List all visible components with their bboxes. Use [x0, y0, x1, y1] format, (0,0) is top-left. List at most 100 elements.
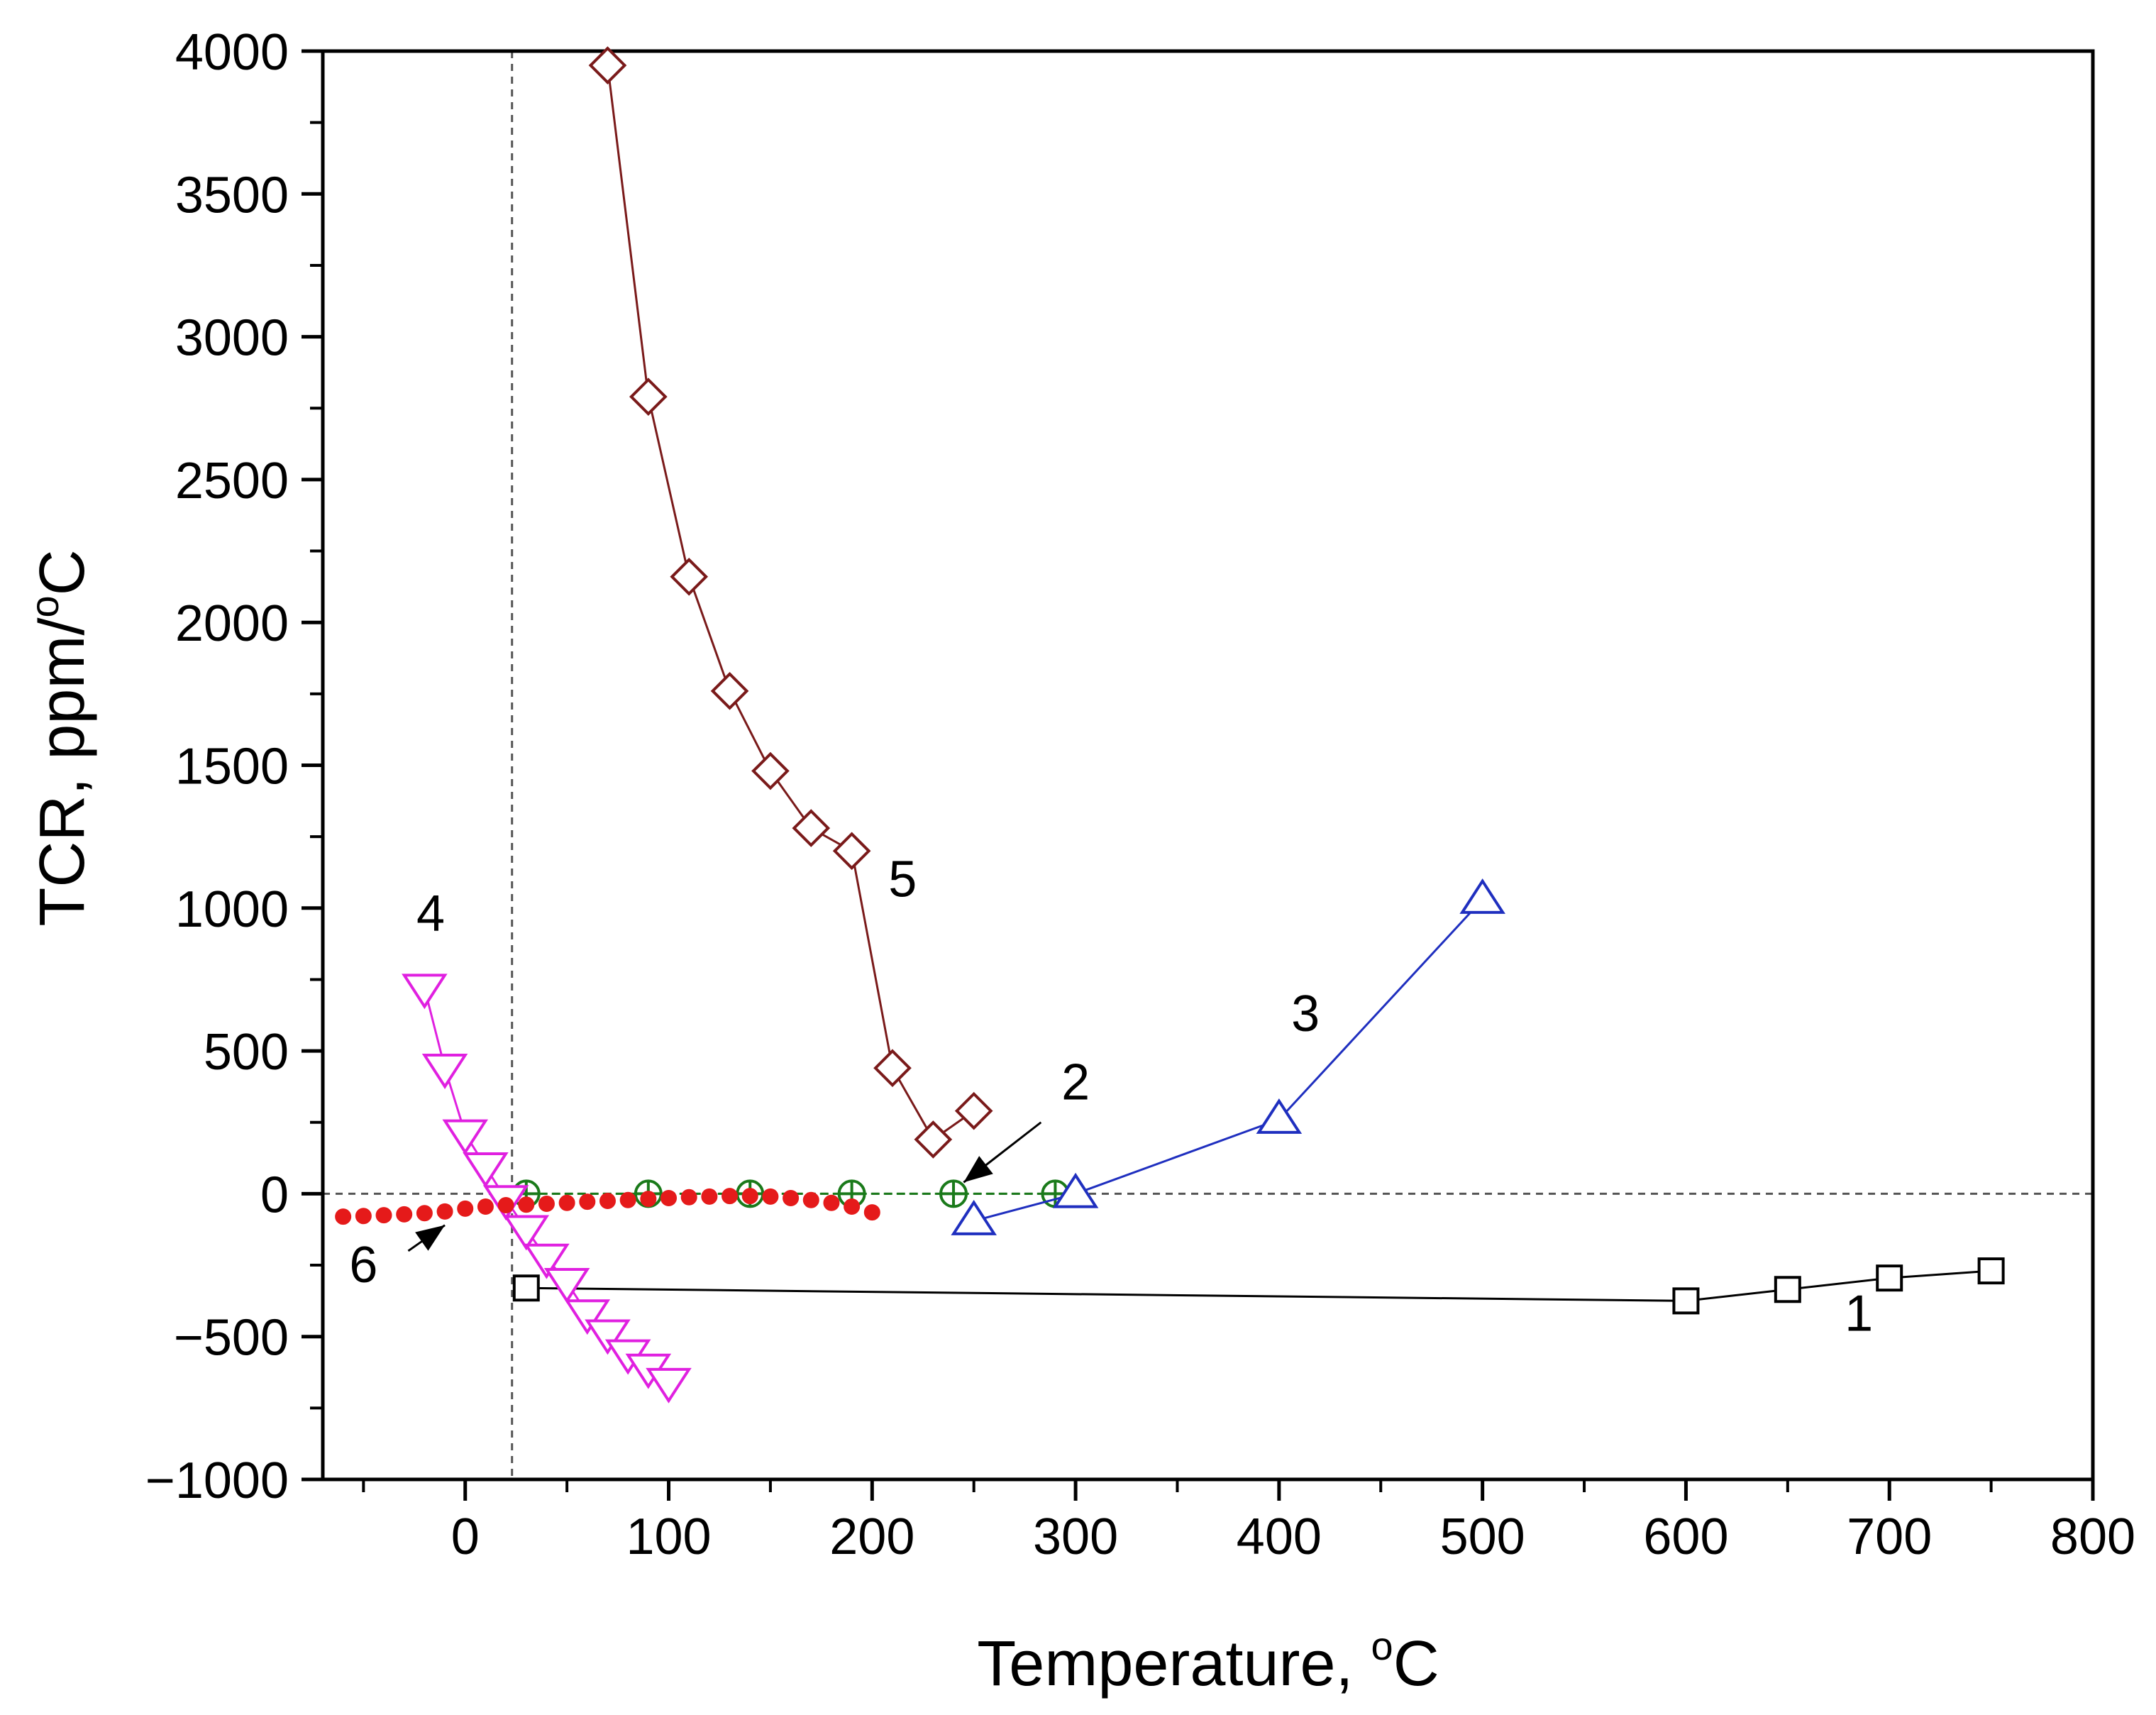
data-point-diamond: [873, 1049, 912, 1088]
data-point-filled-circle: [375, 1207, 392, 1224]
y-tick-label: 2000: [175, 595, 289, 652]
data-point-filled-circle: [477, 1198, 494, 1215]
x-tick-label: 0: [451, 1509, 480, 1565]
data-point-filled-circle: [802, 1191, 819, 1208]
data-point-triangle-down: [564, 1299, 611, 1335]
data-point-filled-circle: [518, 1196, 535, 1213]
data-point-square: [1774, 1276, 1801, 1303]
series-3: [951, 878, 1505, 1235]
data-point-square: [1672, 1287, 1700, 1315]
arrow-head: [415, 1225, 446, 1251]
data-point-filled-circle: [335, 1208, 352, 1225]
data-point-filled-circle: [619, 1191, 636, 1208]
data-point-filled-circle: [558, 1194, 575, 1211]
annotation-layer: 1 2 3 4 5 6: [349, 851, 1873, 1342]
data-point-filled-circle: [660, 1189, 678, 1206]
y-axis-title-main: TCR, ppm/: [27, 618, 98, 927]
series-1: [512, 1257, 2005, 1315]
series-layer: [335, 46, 2005, 1404]
x-tick-label: 600: [1643, 1509, 1728, 1565]
y-tick-label: −1000: [145, 1452, 289, 1509]
data-point-filled-circle: [396, 1206, 413, 1223]
data-point-filled-circle: [762, 1188, 779, 1205]
data-point-filled-circle: [783, 1189, 800, 1206]
data-point-filled-circle: [823, 1194, 840, 1211]
curve-label-2: 2: [1061, 1054, 1090, 1111]
y-tick-label: 2500: [175, 453, 289, 509]
data-point-filled-circle: [722, 1188, 739, 1205]
data-point-triangle-up: [1256, 1098, 1303, 1134]
data-point-triangle-up: [1459, 878, 1505, 914]
series-4: [402, 974, 692, 1404]
data-point-filled-circle: [599, 1192, 616, 1209]
y-axis-title-sup: o: [22, 595, 67, 617]
data-point-filled-circle: [844, 1198, 861, 1215]
data-point-filled-circle: [416, 1205, 433, 1222]
y-tick-label: 500: [204, 1024, 289, 1081]
data-point-triangle-down: [442, 1119, 489, 1155]
x-axis-title-main: Temperature,: [977, 1628, 1371, 1699]
y-tick-label: −500: [174, 1310, 289, 1367]
x-tick-label: 100: [626, 1509, 711, 1565]
y-axis-title: TCR, ppm/oC: [22, 549, 98, 926]
data-point-square: [1876, 1264, 1903, 1292]
curve-label-3: 3: [1291, 986, 1320, 1042]
series-6: [335, 1188, 880, 1225]
data-point-triangle-up: [951, 1199, 997, 1235]
y-tick-label: 0: [260, 1167, 289, 1223]
data-point-filled-circle: [701, 1188, 718, 1205]
data-point-diamond: [710, 671, 749, 710]
data-point-triangle-down: [543, 1268, 590, 1303]
data-point-square: [512, 1274, 540, 1302]
data-point-circle-plus: [939, 1179, 968, 1208]
axes: 0 100 200 300 400 500 600 700 800 −1000 −500 0 500 10…: [145, 24, 2135, 1565]
arrow-head: [963, 1156, 993, 1183]
x-tick-label: 300: [1033, 1509, 1118, 1565]
x-axis-title: Temperature, oC: [977, 1623, 1439, 1699]
x-tick-label: 200: [829, 1509, 914, 1565]
curve-label-4: 4: [416, 886, 445, 942]
data-point-filled-circle: [863, 1204, 880, 1221]
data-point-diamond: [588, 46, 627, 84]
series-5: [588, 46, 993, 1159]
data-point-triangle-down: [646, 1367, 692, 1404]
data-point-diamond: [629, 377, 668, 416]
y-tick-label: 4000: [175, 24, 289, 81]
y-tick-label: 1500: [175, 739, 289, 795]
data-point-filled-circle: [355, 1208, 372, 1225]
data-point-diamond: [832, 832, 871, 871]
data-point-filled-circle: [538, 1195, 555, 1212]
data-point-filled-circle: [640, 1191, 657, 1208]
data-point-triangle-down: [585, 1319, 631, 1355]
y-tick-label: 1000: [175, 881, 289, 938]
x-tick-label: 400: [1237, 1509, 1322, 1565]
curve-label-6: 6: [349, 1237, 377, 1294]
curve-label-5: 5: [888, 851, 917, 908]
data-point-triangle-down: [463, 1152, 509, 1188]
series-line: [607, 65, 975, 1142]
series-line: [973, 898, 1483, 1223]
data-point-diamond: [670, 557, 709, 596]
data-point-filled-circle: [579, 1193, 596, 1211]
x-axis-title-unit: C: [1393, 1628, 1439, 1699]
data-point-triangle-down: [421, 1054, 468, 1089]
data-point-diamond: [914, 1120, 953, 1159]
data-point-triangle-down: [503, 1215, 550, 1251]
data-point-filled-circle: [457, 1200, 474, 1217]
arrow-6: [407, 1224, 446, 1252]
data-point-triangle-down: [402, 974, 448, 1010]
data-point-diamond: [751, 751, 790, 790]
data-point-diamond: [954, 1091, 993, 1130]
data-point-square: [1977, 1257, 2005, 1285]
data-point-diamond: [792, 809, 831, 847]
data-point-triangle-down: [524, 1243, 570, 1279]
data-point-filled-circle: [436, 1203, 453, 1220]
y-tick-label: 3000: [175, 310, 289, 367]
arrow-2: [963, 1121, 1042, 1184]
y-tick-label: 3500: [175, 167, 289, 224]
data-point-filled-circle: [680, 1189, 697, 1206]
y-axis-title-unit: C: [27, 549, 98, 595]
data-point-filled-circle: [497, 1197, 514, 1214]
x-axis-title-sup: o: [1371, 1623, 1393, 1668]
